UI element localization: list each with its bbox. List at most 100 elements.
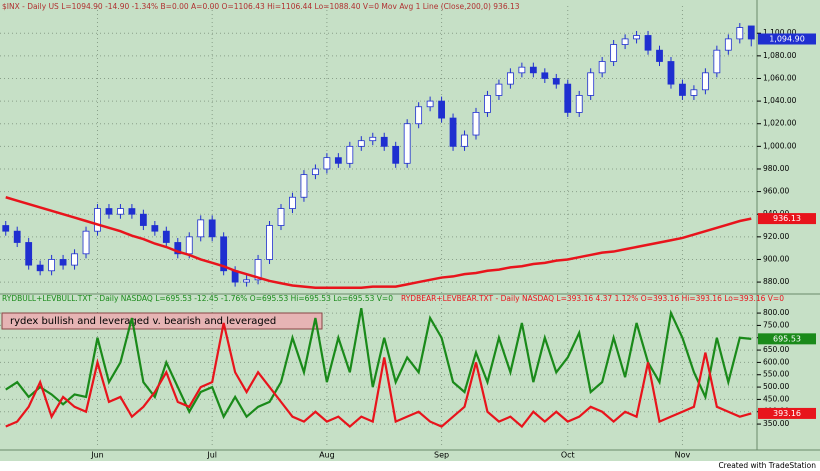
footer-strip xyxy=(0,461,820,471)
candle-body xyxy=(71,253,78,266)
candle-body xyxy=(598,61,606,74)
y-tick-label: 800.00 xyxy=(763,308,789,317)
x-tick-label: Nov xyxy=(675,451,691,460)
candle-body xyxy=(346,145,354,164)
candle-body xyxy=(461,134,468,147)
candle-body xyxy=(449,117,457,147)
legend-entry: RYDBEAR+LEVBEAR.TXT - Daily NASDAQ L=393… xyxy=(401,294,784,303)
candle-body xyxy=(541,72,549,79)
candle-body xyxy=(25,242,33,266)
candle-body xyxy=(162,230,170,243)
x-tick-label: Oct xyxy=(561,451,575,460)
y-tick-label: 650.00 xyxy=(763,345,789,354)
candle-body xyxy=(690,89,698,96)
y-tick-label: 450.00 xyxy=(763,394,789,403)
annotation-box xyxy=(1,312,323,330)
y-tick-label: 1,040.00 xyxy=(763,96,797,105)
candle-body xyxy=(587,72,595,96)
last-value-label: 695.53 xyxy=(773,334,801,343)
y-tick-label: 350.00 xyxy=(763,419,789,428)
candle-body xyxy=(621,38,629,45)
candle-body xyxy=(254,259,262,281)
last-value-label: 1,094.90 xyxy=(769,34,805,43)
candle-body xyxy=(403,123,411,164)
x-tick-label: Sep xyxy=(434,451,449,460)
legend-entry: RYDBULL+LEVBULL.TXT - Daily NASDAQ L=695… xyxy=(2,294,393,303)
y-tick-label: 900.00 xyxy=(763,254,789,263)
candle-body xyxy=(36,264,44,272)
y-tick-label: 980.00 xyxy=(763,164,789,173)
candle-body xyxy=(312,168,319,176)
candle-body xyxy=(105,208,113,215)
candle-body xyxy=(174,242,182,255)
y-tick-label: 880.00 xyxy=(763,277,789,286)
candle-body xyxy=(94,208,101,232)
candle-body xyxy=(139,213,147,226)
last-value-label: 936.13 xyxy=(773,214,801,223)
candle-body xyxy=(747,25,755,40)
candle-body xyxy=(380,136,388,147)
candle-body xyxy=(289,196,296,209)
candle-body xyxy=(701,72,709,91)
candle-body xyxy=(369,136,377,142)
candle-body xyxy=(220,236,228,272)
candle-body xyxy=(426,100,434,108)
y-tick-label: 600.00 xyxy=(763,357,789,366)
y-tick-label: 960.00 xyxy=(763,187,789,196)
candle-body xyxy=(117,208,124,215)
y-tick-label: 500.00 xyxy=(763,382,789,391)
candle-body xyxy=(357,140,365,147)
x-tick-label: Jul xyxy=(206,451,217,460)
candle-body xyxy=(323,157,331,170)
candle-body xyxy=(13,230,21,243)
y-tick-label: 920.00 xyxy=(763,232,789,241)
candle-body xyxy=(197,219,205,238)
candle-body xyxy=(185,236,193,255)
candle-body xyxy=(495,83,503,96)
footer: Created with TradeStation xyxy=(718,461,816,470)
last-value-flag xyxy=(758,213,816,225)
last-value-flag xyxy=(758,407,816,419)
candle-body xyxy=(713,49,721,74)
y-tick-label: 1,080.00 xyxy=(763,51,797,60)
candle-body xyxy=(633,35,640,40)
candle-body xyxy=(644,35,652,51)
candle-body xyxy=(610,44,618,62)
y-tick-label: 1,020.00 xyxy=(763,119,797,128)
candle-body xyxy=(48,259,56,272)
annotation: rydex bullish and leveraged v. bearish a… xyxy=(10,316,276,327)
candle-body xyxy=(243,279,250,283)
y-tick-label: 550.00 xyxy=(763,370,789,379)
candle-body xyxy=(415,106,423,125)
candle-body xyxy=(736,27,744,40)
series-line xyxy=(5,307,752,420)
candle-body xyxy=(277,208,285,226)
moving-average-line xyxy=(5,196,752,289)
candle-body xyxy=(208,219,216,238)
y-tick-label: 1,000.00 xyxy=(763,141,797,150)
x-tick-label: Aug xyxy=(319,451,335,460)
last-value-flag xyxy=(758,333,816,345)
x-tick-label: Jun xyxy=(90,451,104,460)
series-line xyxy=(5,322,752,429)
candle-body xyxy=(151,225,159,232)
candle-body xyxy=(300,174,308,198)
last-value-flag xyxy=(758,33,816,45)
candle-body xyxy=(128,208,136,215)
y-tick-label: 750.00 xyxy=(763,320,789,329)
candle-body xyxy=(656,49,663,62)
candle-body xyxy=(507,72,514,85)
candle-body xyxy=(438,100,445,119)
candle-body xyxy=(2,225,10,232)
candle-body xyxy=(724,38,732,51)
candle-body xyxy=(667,61,675,85)
y-tick-label: 1,100.00 xyxy=(763,28,797,37)
candle-body xyxy=(334,157,342,164)
y-tick-label: 1,060.00 xyxy=(763,73,797,82)
candle-body xyxy=(266,225,273,260)
candle-body xyxy=(82,230,90,255)
candle-body xyxy=(564,83,572,113)
last-value-label: 393.16 xyxy=(773,409,801,418)
candle-body xyxy=(552,78,560,85)
